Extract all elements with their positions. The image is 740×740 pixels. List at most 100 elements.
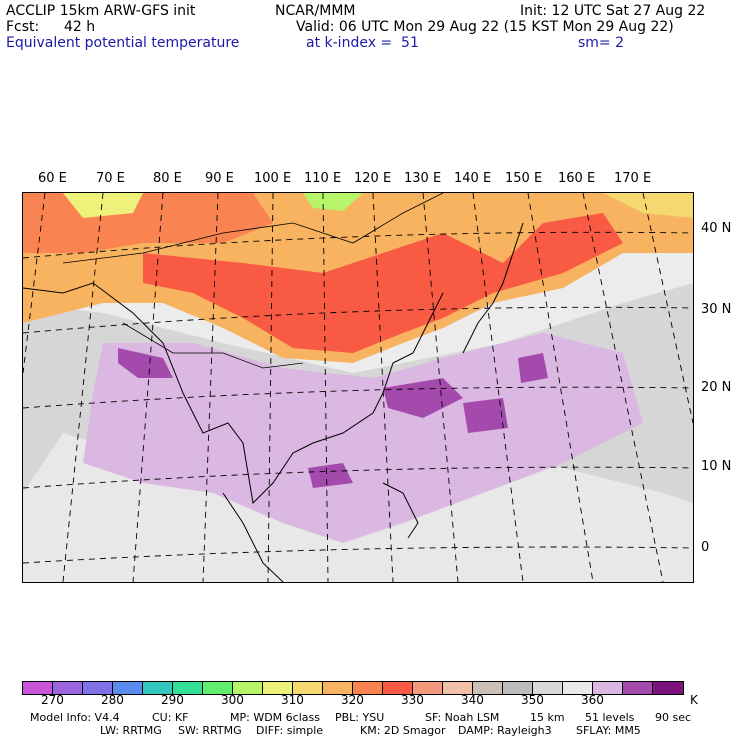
init-time: Init: 12 UTC Sat 27 Aug 22 [520,3,706,19]
colorbar-swatch [293,682,323,694]
footer-microphysics: MP: WDM 6class [230,711,320,724]
map-grid [22,192,694,583]
coastline [22,282,444,505]
field-purple-core [518,353,548,383]
colorbar-tick-label: 280 [101,693,124,707]
footer-timestep: 90 sec [655,711,692,724]
lat-label: 20 N [701,380,732,395]
field-purple-core [118,348,173,378]
colorbar-swatch [173,682,203,694]
footer-cumulus: CU: KF [152,711,189,724]
longitude-line [372,192,394,583]
footer-surface-layer: SFLAY: MM5 [576,724,641,737]
lat-label: 40 N [701,221,732,236]
footer-levels: 51 levels [585,711,635,724]
colorbar-swatch [563,682,593,694]
level-index: at k-index = 51 [306,35,419,51]
latitude-line [22,231,694,259]
colorbar-swatch [353,682,383,694]
footer-damping: DAMP: Rayleigh3 [458,724,552,737]
coastline [462,222,524,354]
colorbar-swatch [653,682,683,694]
lat-label: 0 [701,540,710,555]
latitude-line [22,546,694,564]
coastline [222,492,284,583]
footer-km: KM: 2D Smagor [360,724,446,737]
colorbar-tick-label: 330 [401,693,424,707]
longitude-line [202,192,219,583]
country-border [62,192,444,264]
colorbar-swatch [323,682,353,694]
forecast-label: Fcst: [6,19,40,35]
country-border [122,322,304,369]
colorbar-tick-label: 270 [41,693,64,707]
lon-label: 160 E [558,171,596,186]
lon-label: 140 E [454,171,492,186]
field-name: Equivalent potential temperature [6,35,240,51]
colorbar-tick-label: 290 [161,693,184,707]
footer-longwave: LW: RRTMG [100,724,162,737]
field-purple-core [308,463,353,488]
lon-label: 170 E [614,171,652,186]
field-lavender-area [83,333,643,543]
lon-label: 80 E [153,171,182,186]
footer-diffusion: DIFF: simple [256,724,324,737]
colorbar-swatch [593,682,623,694]
colorbar-swatch [143,682,173,694]
colorbar-tick-label: 310 [281,693,304,707]
smoothing: sm= 2 [578,35,625,51]
colorbar-swatch [53,682,83,694]
field-yellow-patch [603,193,693,218]
colorbar-swatch [623,682,653,694]
lon-label: 130 E [404,171,442,186]
colorbar-swatch [263,682,293,694]
field-red-band [143,213,623,353]
colorbar-swatch [383,682,413,694]
field-green-patch [303,193,363,211]
lat-label: 30 N [701,302,732,317]
theta-e-field-map [22,192,694,583]
colorbar-swatch [23,682,53,694]
colorbar-tick-label: 320 [341,693,364,707]
lon-label: 60 E [38,171,67,186]
colorbar-tick-label: 360 [581,693,604,707]
footer-shortwave: SW: RRTMG [178,724,242,737]
colorbar-swatch [503,682,533,694]
footer-resolution: 15 km [530,711,565,724]
lon-label: 120 E [354,171,392,186]
center-name: NCAR/MMM [275,3,356,19]
colorbar-swatch [533,682,563,694]
lon-label: 150 E [505,171,543,186]
model-title: ACCLIP 15km ARW-GFS init [6,3,196,19]
footer-surface: SF: Noah LSM [425,711,500,724]
valid-time: Valid: 06 UTC Mon 29 Aug 22 (15 KST Mon … [296,19,674,35]
longitude-line [22,192,46,374]
map-panel [22,192,694,583]
colorbar-swatch [203,682,233,694]
longitude-line [322,192,329,583]
colorbar-swatch [83,682,113,694]
colorbar-tick-label: 340 [461,693,484,707]
latitude-line [22,306,694,334]
lon-label: 90 E [205,171,234,186]
colorbar [22,681,684,695]
field-purple-core [463,398,508,433]
colorbar-swatch [113,682,143,694]
lon-label: 100 E [254,171,292,186]
latitude-line [22,466,694,489]
lon-label: 70 E [96,171,125,186]
forecast-hours: 42 h [64,19,96,35]
colorbar-tick-label: 300 [221,693,244,707]
coastline [382,482,419,539]
colorbar-swatch [443,682,473,694]
lat-label: 10 N [701,459,732,474]
colorbar-swatch [473,682,503,694]
colorbar-swatch [413,682,443,694]
footer-pbl: PBL: YSU [335,711,385,724]
longitude-line [267,192,274,583]
field-yellow-patch [63,193,143,218]
lon-label: 110 E [304,171,342,186]
longitude-line [582,192,664,583]
colorbar-swatch [233,682,263,694]
colorbar-unit: K [690,693,698,707]
